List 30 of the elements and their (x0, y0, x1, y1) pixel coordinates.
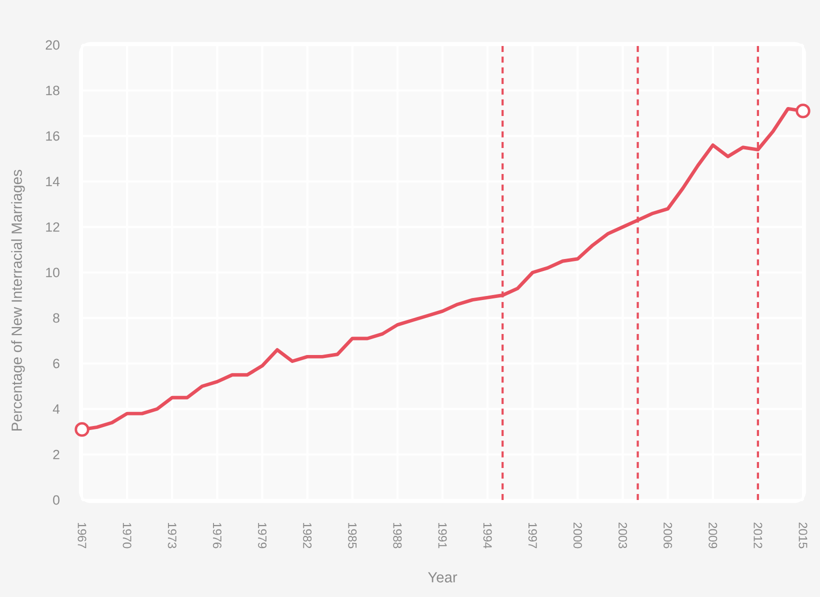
y-tick-label: 0 (53, 495, 60, 505)
x-tick-label: 2009 (708, 522, 718, 548)
x-axis-title: Year (428, 572, 458, 582)
x-tick-label: 2012 (754, 522, 762, 548)
x-tick-label: 2006 (664, 522, 672, 548)
x-tick-label: 1985 (348, 522, 357, 548)
x-tick-label: 1997 (528, 522, 537, 548)
y-axis-title: Percentage of New Interracial Marriages (11, 170, 25, 431)
x-tick-label: 1994 (483, 522, 492, 548)
x-tick-label: 2003 (618, 522, 628, 548)
x-tick-label: 1967 (78, 522, 86, 548)
x-tick-label: 1973 (168, 522, 176, 548)
x-tick-label: 1988 (393, 522, 402, 548)
x-tick-label: 1991 (438, 522, 447, 548)
y-tick-label: 14 (46, 176, 60, 186)
y-tick-label: 6 (53, 358, 60, 368)
x-tick-label: 2015 (798, 522, 808, 548)
x-tick-label: 1970 (122, 522, 132, 548)
y-tick-label: 10 (46, 268, 60, 278)
x-tick-label: 2000 (573, 522, 582, 548)
y-tick-label: 2 (53, 450, 60, 460)
y-tick-label: 12 (46, 222, 60, 232)
x-tick-label: 1982 (303, 522, 312, 548)
y-tick-label: 18 (46, 86, 60, 96)
x-tick-label: 1979 (258, 522, 267, 548)
y-tick-label: 4 (52, 404, 60, 414)
y-tick-label: 20 (46, 40, 60, 50)
y-tick-label: 8 (53, 313, 60, 323)
y-tick-label: 16 (46, 131, 60, 141)
x-tick-label: 1976 (212, 522, 222, 548)
